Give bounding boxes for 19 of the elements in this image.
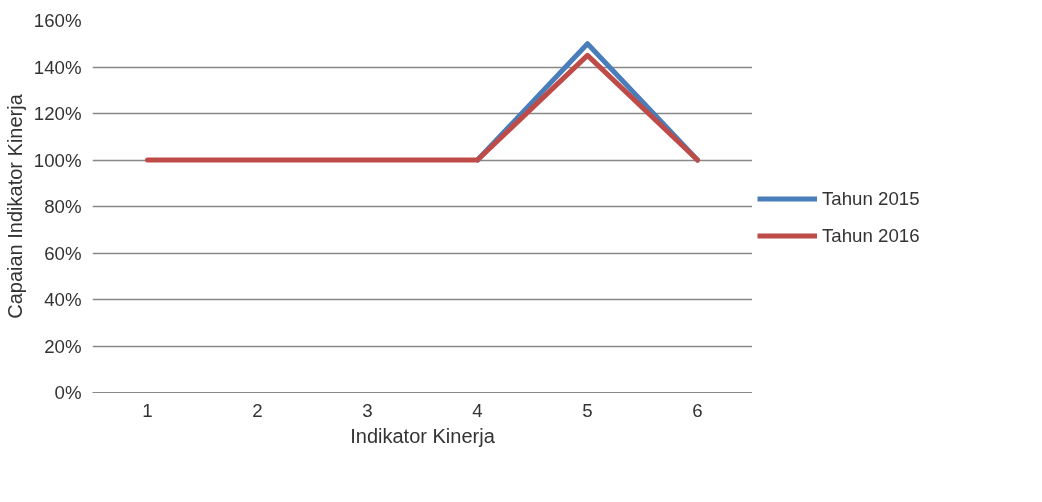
x-axis-title: Indikator Kinerja xyxy=(350,424,496,447)
x-tick-label: 1 xyxy=(142,399,153,421)
y-tick-label: 40% xyxy=(44,289,82,310)
legend-label: Tahun 2015 xyxy=(822,187,920,209)
y-tick-label: 120% xyxy=(33,103,82,124)
y-tick-label: 20% xyxy=(44,335,82,357)
y-tick-label: 100% xyxy=(33,149,82,171)
y-axis-title: Capaian Indikator Kinerja xyxy=(3,93,26,319)
legend-label: Tahun 2016 xyxy=(822,224,920,246)
x-tick-label: 6 xyxy=(692,399,703,421)
x-tick-label: 5 xyxy=(582,399,593,421)
y-tick-label: 160% xyxy=(33,10,82,31)
y-tick-label: 0% xyxy=(54,382,82,403)
y-tick-label: 140% xyxy=(33,56,82,78)
x-tick-label: 3 xyxy=(362,399,373,421)
x-tick-label: 4 xyxy=(472,399,483,421)
x-tick-label: 2 xyxy=(252,399,263,421)
y-tick-label: 80% xyxy=(44,196,82,217)
y-tick-label: 60% xyxy=(44,242,82,264)
